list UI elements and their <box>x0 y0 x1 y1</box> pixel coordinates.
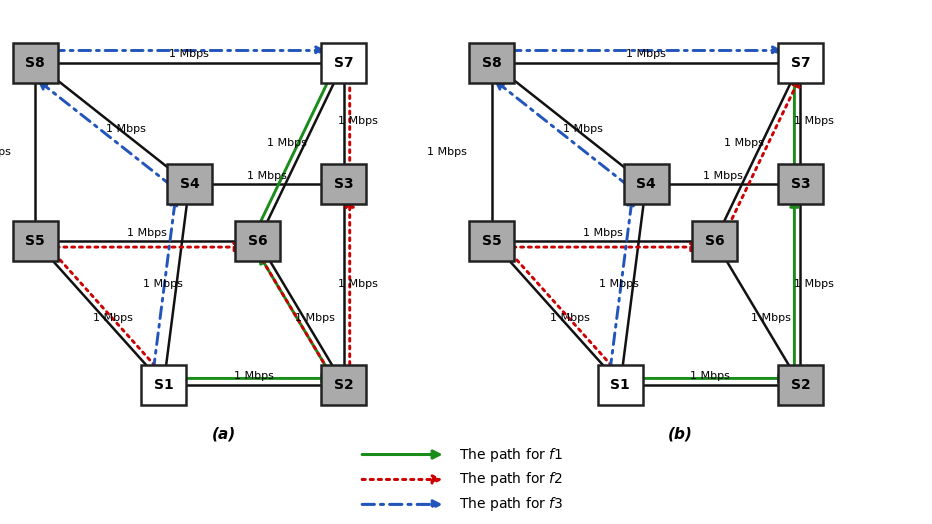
Text: 1 Mbps: 1 Mbps <box>234 371 274 381</box>
Text: S5: S5 <box>482 234 501 248</box>
Text: 1 Mbps: 1 Mbps <box>704 171 743 181</box>
Text: 1 Mbps: 1 Mbps <box>599 279 639 289</box>
Text: 1 Mbps: 1 Mbps <box>691 371 731 381</box>
FancyBboxPatch shape <box>167 165 212 204</box>
FancyBboxPatch shape <box>778 165 823 204</box>
Text: 1 Mbps: 1 Mbps <box>724 138 763 148</box>
Text: 1 Mbps: 1 Mbps <box>143 279 183 289</box>
Text: 1 Mbps: 1 Mbps <box>0 147 10 157</box>
Text: S8: S8 <box>25 56 45 70</box>
FancyBboxPatch shape <box>778 365 823 405</box>
Text: S1: S1 <box>610 377 630 391</box>
Text: (a): (a) <box>212 426 236 441</box>
Text: 1 Mbps: 1 Mbps <box>563 124 603 134</box>
Text: 1 Mbps: 1 Mbps <box>247 171 286 181</box>
Text: 1 Mbps: 1 Mbps <box>170 49 210 59</box>
Text: 1 Mbps: 1 Mbps <box>106 124 146 134</box>
Text: The path for $f1$: The path for $f1$ <box>459 445 563 464</box>
FancyBboxPatch shape <box>322 42 366 83</box>
Text: 1 Mbps: 1 Mbps <box>626 49 666 59</box>
FancyBboxPatch shape <box>322 365 366 405</box>
Text: 1 Mbps: 1 Mbps <box>428 147 467 157</box>
FancyBboxPatch shape <box>692 221 737 261</box>
Text: 1 Mbps: 1 Mbps <box>337 279 377 289</box>
Text: S2: S2 <box>334 377 353 391</box>
Text: The path for $f3$: The path for $f3$ <box>459 495 563 514</box>
Text: S6: S6 <box>705 234 724 248</box>
Text: 1 Mbps: 1 Mbps <box>337 116 377 126</box>
Text: S4: S4 <box>180 178 199 191</box>
Text: 1 Mbps: 1 Mbps <box>794 279 834 289</box>
Text: The path for $f2$: The path for $f2$ <box>459 471 563 488</box>
Text: (b): (b) <box>668 426 692 441</box>
FancyBboxPatch shape <box>624 165 668 204</box>
Text: S7: S7 <box>334 56 353 70</box>
Text: 1 Mbps: 1 Mbps <box>751 313 791 323</box>
Text: S3: S3 <box>334 178 353 191</box>
Text: S3: S3 <box>790 178 810 191</box>
FancyBboxPatch shape <box>236 221 281 261</box>
Text: 1 Mbps: 1 Mbps <box>583 227 624 238</box>
FancyBboxPatch shape <box>12 221 58 261</box>
FancyBboxPatch shape <box>322 165 366 204</box>
FancyBboxPatch shape <box>778 42 823 83</box>
FancyBboxPatch shape <box>141 365 186 405</box>
FancyBboxPatch shape <box>12 42 58 83</box>
Text: 1 Mbps: 1 Mbps <box>295 313 335 323</box>
Text: 1 Mbps: 1 Mbps <box>267 138 307 148</box>
Text: S5: S5 <box>25 234 45 248</box>
Text: S8: S8 <box>482 56 501 70</box>
Text: 1 Mbps: 1 Mbps <box>127 227 167 238</box>
Text: 1 Mbps: 1 Mbps <box>550 313 590 323</box>
Text: S1: S1 <box>154 377 173 391</box>
Text: 1 Mbps: 1 Mbps <box>794 116 834 126</box>
Text: 1 Mbps: 1 Mbps <box>93 313 133 323</box>
Text: S6: S6 <box>248 234 267 248</box>
FancyBboxPatch shape <box>469 221 514 261</box>
FancyBboxPatch shape <box>469 42 514 83</box>
Text: S7: S7 <box>790 56 810 70</box>
Text: S4: S4 <box>637 178 656 191</box>
FancyBboxPatch shape <box>597 365 643 405</box>
Text: S2: S2 <box>790 377 810 391</box>
